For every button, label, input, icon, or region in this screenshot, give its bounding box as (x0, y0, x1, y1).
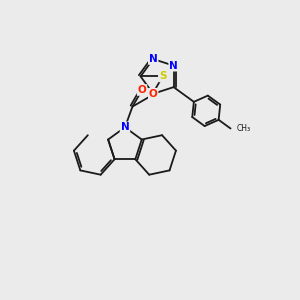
Text: N: N (149, 54, 158, 64)
Text: S: S (159, 71, 166, 81)
Text: O: O (138, 85, 146, 95)
Text: N: N (169, 61, 178, 71)
Text: CH₃: CH₃ (237, 124, 251, 133)
Text: O: O (149, 89, 158, 99)
Text: N: N (121, 122, 129, 132)
